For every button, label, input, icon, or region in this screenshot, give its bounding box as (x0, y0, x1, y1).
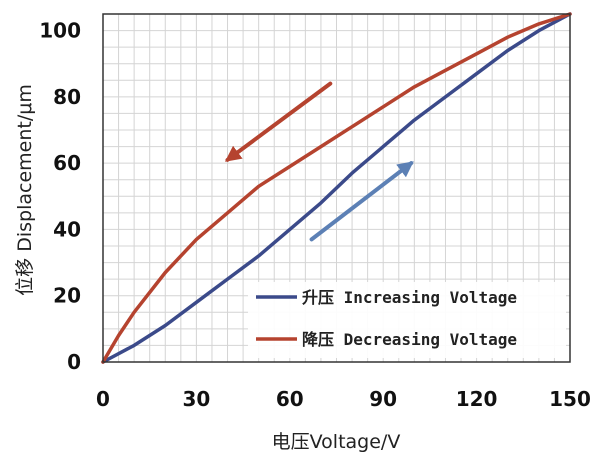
y-tick-label: 20 (53, 284, 81, 308)
x-axis-title: 电压Voltage/V (272, 431, 401, 453)
series-line-decreasing (101, 12, 572, 364)
x-tick-label: 90 (369, 387, 397, 411)
x-tick-label: 120 (456, 387, 498, 411)
arrow-decreasing (224, 81, 333, 162)
y-tick-label: 40 (53, 217, 81, 241)
series-layer (101, 12, 572, 364)
plot-frame (102, 13, 571, 363)
legend-label-decreasing: 降压 Decreasing Voltage (302, 330, 517, 349)
y-tick-label: 60 (53, 151, 81, 175)
x-tick-label: 150 (549, 387, 591, 411)
series-line-increasing (101, 12, 572, 364)
tick-layer: 0 30 60 90 120 150 0 20 40 60 80 100 (39, 19, 591, 411)
legend-label-increasing: 升压 Increasing Voltage (302, 288, 517, 307)
x-tick-label: 0 (96, 387, 110, 411)
legend-box (248, 282, 566, 358)
y-tick-label: 100 (39, 19, 81, 43)
y-tick-label: 0 (67, 350, 81, 374)
arrow-increasing (309, 161, 414, 242)
legend: 升压 Increasing Voltage 降压 Decreasing Volt… (248, 282, 566, 358)
x-tick-label: 30 (182, 387, 210, 411)
y-axis-title: 位移 Displacement/μm (14, 84, 36, 296)
arrow-layer (224, 81, 414, 242)
x-tick-label: 60 (276, 387, 304, 411)
y-tick-label: 80 (53, 85, 81, 109)
